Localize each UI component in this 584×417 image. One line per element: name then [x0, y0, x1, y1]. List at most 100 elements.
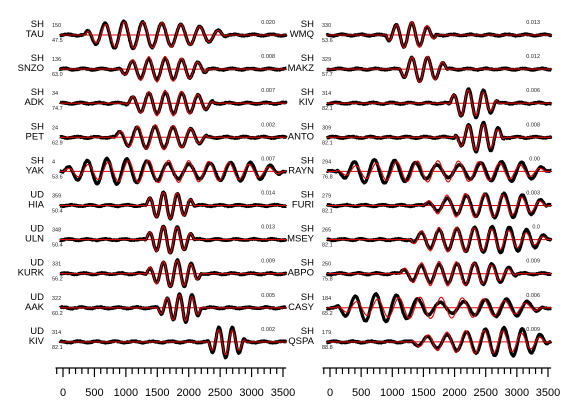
amplitude-label: 0.006: [526, 293, 540, 299]
amplitude-label: 0.0: [532, 225, 540, 231]
synthetic-waveform: [59, 191, 287, 220]
amplitude-label: 0.013: [261, 225, 275, 231]
station-label: FURI: [292, 200, 314, 211]
amplitude-label: 0.012: [526, 54, 540, 60]
x-tick-label: 3500: [536, 387, 560, 399]
distance-label: 88.8: [322, 345, 333, 351]
component-label: UD: [30, 190, 44, 201]
synthetic-waveform: [59, 55, 287, 83]
distance-label: 63.0: [52, 72, 63, 78]
azimuth-label: 331: [52, 262, 61, 268]
azimuth-label: 136: [52, 57, 61, 63]
component-label: SH: [301, 19, 314, 30]
amplitude-label: 0.005: [261, 293, 275, 299]
azimuth-label: 314: [52, 330, 61, 336]
station-label: YAK: [26, 165, 45, 176]
azimuth-label: 24: [52, 125, 58, 131]
azimuth-label: 184: [322, 296, 331, 302]
synthetic-waveform: [326, 192, 552, 219]
azimuth-label: 329: [322, 57, 331, 63]
component-label: SH: [31, 155, 44, 166]
synthetic-waveform: [59, 225, 287, 254]
station-label: ADK: [24, 97, 44, 108]
x-tick-label: 500: [352, 387, 370, 399]
observed-waveform: [325, 325, 553, 358]
azimuth-label: 4: [52, 159, 55, 165]
amplitude-label: 0.002: [261, 122, 275, 128]
distance-label: 82.1: [322, 209, 333, 215]
component-label: SH: [301, 121, 314, 132]
azimuth-label: 265: [322, 228, 331, 234]
azimuth-label: 314: [322, 91, 331, 97]
distance-label: 60.2: [52, 311, 63, 317]
station-label: WMQ: [290, 29, 314, 40]
component-label: SH: [301, 258, 314, 269]
x-tick-label: 3500: [271, 387, 295, 399]
synthetic-waveform: [326, 55, 552, 83]
x-tick-label: 1500: [411, 387, 435, 399]
x-tick-label: 2000: [442, 387, 466, 399]
synthetic-waveform: [59, 159, 287, 184]
component-label: SH: [31, 19, 44, 30]
x-tick-label: 3000: [239, 387, 263, 399]
amplitude-label: 0.008: [261, 54, 275, 60]
azimuth-label: 179: [322, 330, 331, 336]
amplitude-label: 0.013: [526, 20, 540, 26]
azimuth-label: 34: [52, 91, 58, 97]
synthetic-waveform: [326, 329, 552, 354]
synthetic-waveform: [326, 296, 552, 319]
station-label: MSEY: [287, 234, 315, 245]
synthetic-waveform: [326, 124, 552, 151]
component-label: SH: [301, 326, 314, 337]
component-label: SH: [301, 155, 314, 166]
station-label: MAKZ: [288, 63, 315, 74]
component-label: SH: [301, 53, 314, 64]
distance-label: 50.4: [52, 243, 63, 249]
distance-label: 53.6: [52, 174, 63, 180]
x-tick-label: 1000: [114, 387, 138, 399]
x-axis: 0 500 1000 1500 2000 2500 3000 3500: [55, 367, 295, 399]
distance-label: 50.4: [52, 209, 63, 215]
station-label: TAU: [26, 29, 44, 40]
component-label: SH: [31, 121, 44, 132]
station-label: PET: [26, 131, 45, 142]
distance-label: 74.7: [52, 106, 63, 112]
azimuth-label: 330: [322, 23, 331, 29]
station-label: HIA: [28, 200, 45, 211]
azimuth-label: 294: [322, 159, 331, 165]
amplitude-label: 0.014: [261, 191, 275, 197]
distance-label: 65.2: [322, 311, 333, 317]
station-label: KIV: [299, 97, 315, 108]
x-tick-label: 2500: [208, 387, 232, 399]
right-panel: SHWMQ33053.60.013SHMAKZ32957.70.012SHKIV…: [287, 19, 560, 399]
component-label: UD: [30, 292, 44, 303]
synthetic-waveform: [59, 294, 287, 322]
station-label: CASY: [288, 302, 315, 313]
distance-label: 82.1: [322, 106, 333, 112]
azimuth-label: 348: [52, 228, 61, 234]
distance-label: 82.1: [322, 243, 333, 249]
distance-label: 75.8: [322, 277, 333, 283]
synthetic-waveform: [59, 260, 287, 288]
distance-label: 82.1: [52, 345, 63, 351]
x-tick-label: 3000: [505, 387, 529, 399]
amplitude-label: 0.003: [526, 191, 540, 197]
left-panel: SHTAU15047.50.020SHSNZO13663.00.008SHADK…: [18, 19, 296, 399]
amplitude-label: 0.008: [526, 122, 540, 128]
amplitude-label: 0.007: [261, 88, 275, 94]
station-label: KURK: [18, 268, 45, 279]
component-label: UD: [30, 258, 44, 269]
